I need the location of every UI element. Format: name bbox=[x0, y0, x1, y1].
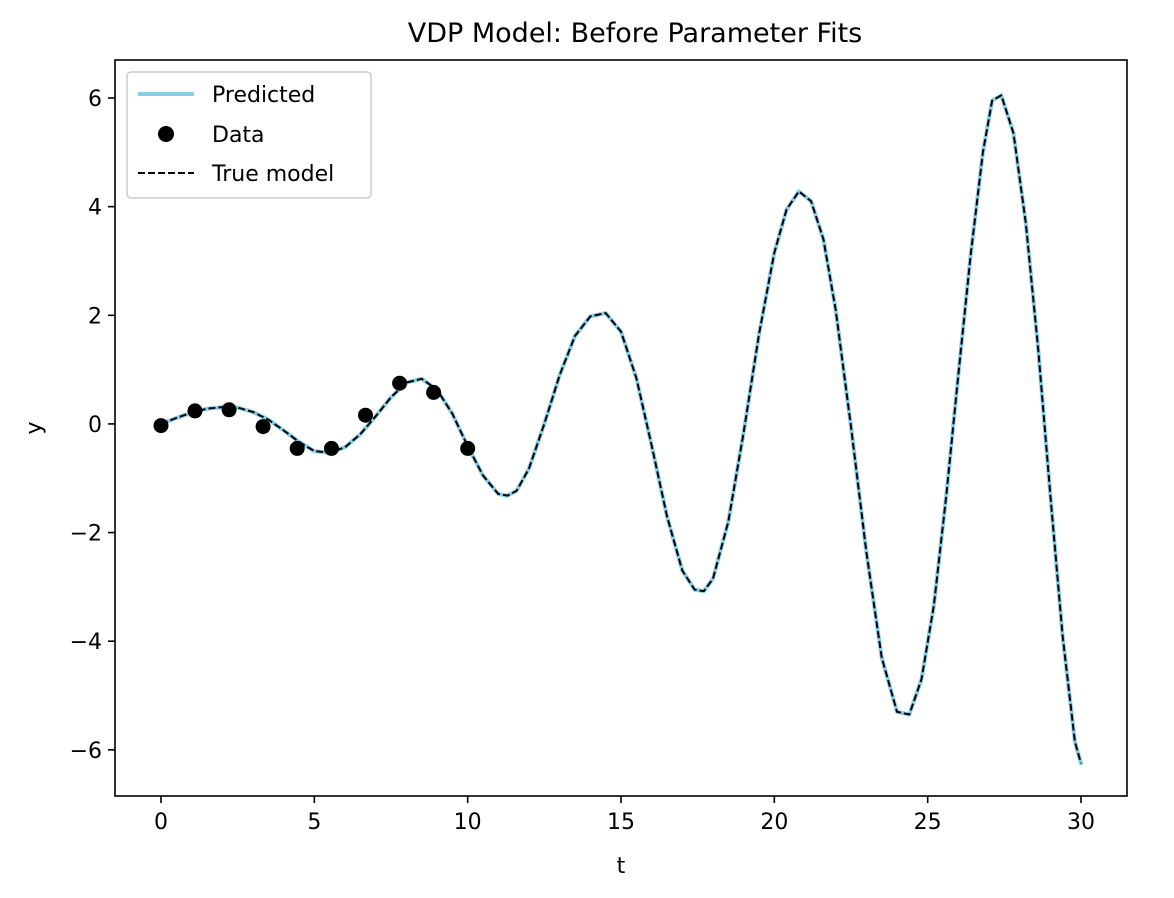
x-tick-label: 10 bbox=[454, 810, 482, 835]
y-tick-label: −6 bbox=[70, 739, 102, 764]
legend-predicted-label: Predicted bbox=[212, 83, 315, 108]
y-tick-label: 0 bbox=[88, 413, 102, 438]
y-tick-label: 2 bbox=[88, 304, 102, 329]
data-point bbox=[358, 407, 373, 423]
x-axis-label: t bbox=[617, 854, 626, 879]
y-axis-label: y bbox=[22, 421, 47, 434]
x-tick-label: 20 bbox=[760, 810, 788, 835]
legend-true-model-label: True model bbox=[211, 162, 334, 187]
x-tick-label: 5 bbox=[307, 810, 321, 835]
legend: Predicted Data True model bbox=[126, 71, 372, 199]
series-layer bbox=[153, 93, 1083, 766]
plot-area bbox=[114, 59, 1128, 797]
y-tick-label: −2 bbox=[70, 522, 102, 547]
chart-title: VDP Model: Before Parameter Fits bbox=[408, 18, 863, 49]
data-point bbox=[221, 402, 237, 418]
data-point bbox=[289, 440, 305, 456]
data-point bbox=[255, 419, 271, 435]
x-tick-label: 25 bbox=[914, 810, 942, 835]
data-point bbox=[153, 418, 169, 434]
series-true-model-line bbox=[160, 94, 1082, 764]
y-tick-label: −4 bbox=[70, 630, 102, 655]
x-tick-label: 30 bbox=[1067, 810, 1095, 835]
data-point bbox=[426, 384, 442, 400]
legend-data-label: Data bbox=[212, 123, 265, 148]
data-point bbox=[460, 440, 476, 456]
x-tick-label: 15 bbox=[607, 810, 635, 835]
series-data bbox=[153, 375, 476, 456]
x-axis: 0 5 10 15 20 25 30 bbox=[154, 796, 1095, 835]
x-tick-label: 0 bbox=[154, 810, 168, 835]
y-tick-label: 4 bbox=[88, 196, 102, 221]
legend-data-swatch bbox=[158, 126, 174, 142]
data-point bbox=[324, 440, 339, 456]
data-point bbox=[392, 375, 408, 391]
legend-frame bbox=[126, 71, 372, 199]
y-tick-label: 6 bbox=[88, 87, 102, 112]
y-axis: −6 −4 −2 0 2 4 6 bbox=[70, 87, 115, 764]
